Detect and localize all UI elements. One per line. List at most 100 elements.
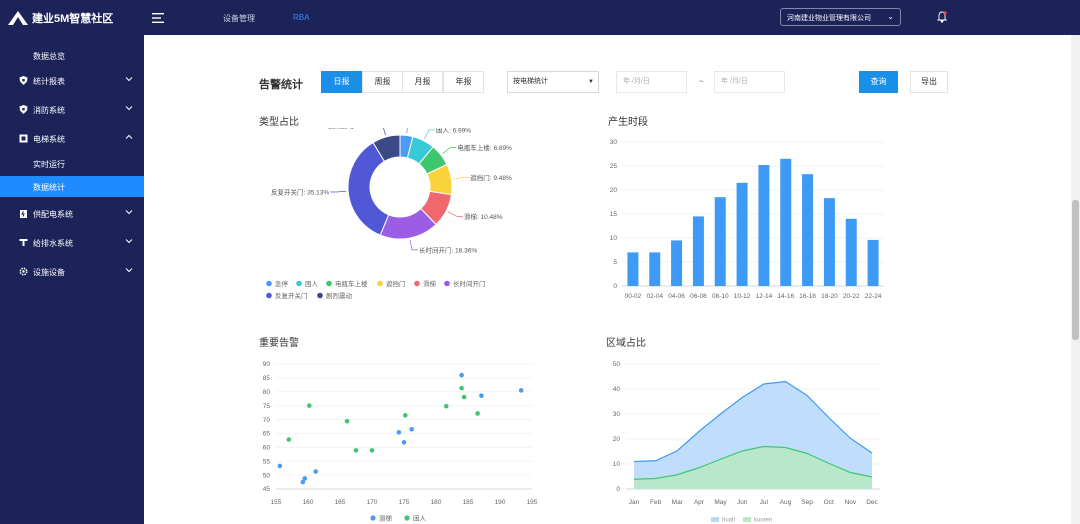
y-tick-label: 55 [263,458,271,465]
sidebar-item-label: 电梯系统 [33,135,65,144]
x-tick-label: 20-22 [843,293,860,300]
x-tick-label: Apr [694,499,705,506]
scatter-point [300,479,306,485]
app-title: 建业5M智慧社区 [32,13,114,25]
legend-label: 反复开关门 [275,291,308,300]
y-tick-label: 40 [613,386,621,393]
bar [823,198,835,286]
scatter-point [369,448,375,453]
x-tick-label: Aug [780,499,792,506]
x-tick-label: 06-08 [690,293,707,300]
chevron-down-icon [125,106,133,111]
shield-icon [19,76,28,85]
scatter-point [277,463,283,469]
sidebar-item-label: 给排水系统 [33,239,73,248]
scatter-point [401,440,407,445]
slice-label: 困人: 6.99% [436,128,471,134]
x-tick-label: 12-14 [756,293,773,300]
area-chart-title: 区域占比 [606,338,646,349]
bell-icon[interactable] [937,11,947,23]
legend-label: 困人 [305,280,319,288]
gear-icon [19,267,28,276]
scatter-point [409,426,414,432]
y-tick-label: 20 [610,187,618,194]
scatter-point [286,437,292,442]
chevron-down-icon [125,210,133,215]
legend-marker [266,280,272,287]
x-tick-label: 180 [431,499,442,506]
logo-mark-icon [8,11,28,25]
sidebar-item-label: 设施设备 [33,268,65,277]
y-tick-label: 20 [613,436,621,443]
legend-label: 遮挡门 [386,279,406,288]
sidebar-subitem-statistics[interactable]: 数据统计 [0,176,144,197]
tab-yearly[interactable]: 年报 [443,71,484,93]
chevron-down-icon: ⌄ [887,12,894,21]
area-fill [634,446,872,489]
topnav-device-mgmt[interactable]: 设备管理 [223,14,255,23]
slice-label-leader [409,239,418,251]
bar [845,218,857,286]
company-select[interactable]: 河南建业物业管理有限公司 ⌄ [780,8,901,26]
app-logo[interactable]: 建业5M智慧社区 [8,10,113,26]
sidebar-item-label: 消防系统 [33,106,65,115]
sidebar-item-label: 供配电系统 [33,210,73,219]
legend-label: 电瓶车上楼 [335,279,368,288]
slice-label: 反复开关门: 35.13% [271,188,329,197]
donut-slice [372,134,401,163]
legend-marker [711,517,719,522]
shield-icon [19,105,28,114]
x-tick-label: 00-02 [625,293,642,300]
legend-marker [414,280,420,287]
legend-marker [444,280,450,287]
area-line [633,445,873,480]
export-button[interactable]: 导出 [910,71,948,93]
legend-marker [266,292,272,299]
x-tick-label: 165 [335,499,346,506]
y-tick-label: 85 [263,375,271,382]
query-button[interactable]: 查询 [859,71,898,93]
x-tick-label: Feb [650,499,662,506]
tab-monthly[interactable]: 月报 [402,71,443,93]
scrollbar-thumb[interactable] [1072,200,1079,340]
y-tick-label: 60 [263,445,271,452]
sidebar-item-label: 数据总览 [33,52,65,61]
legend-label: 剧烈震动 [326,291,353,300]
legend-label: 困人 [413,515,427,523]
x-tick-label: 170 [367,499,378,506]
area-ratio-area-chart: 0 10 20 30 40 50 Jan Feb Mar Apr May Jun Jul Aug Sep Oc… [613,361,880,524]
bar [649,252,661,286]
x-tick-label: 185 [463,499,474,506]
scatter-point [306,403,312,408]
menu-toggle-icon[interactable] [152,13,164,23]
legend-label: 滑梯 [423,279,437,288]
tab-weekly[interactable]: 周报 [362,71,403,93]
bar [867,239,879,286]
x-tick-label: 155 [271,499,282,506]
y-tick-label: 65 [263,431,271,438]
topnav-rba[interactable]: RBA [293,13,310,22]
scatter-point [475,411,480,416]
water-icon [19,239,28,246]
tab-daily[interactable]: 日报 [321,71,362,93]
x-tick-label: 08-10 [712,293,729,300]
x-tick-label: Jul [760,499,769,506]
legend-label: 滑梯 [379,514,393,523]
x-tick-label: Oct [824,499,834,506]
date-end-input[interactable]: 年 /月/日 [714,71,785,93]
legend-label: kunren [754,518,772,524]
slice-label: 滑梯: 10.48% [464,212,503,221]
stat-mode-select[interactable]: 按电梯统计 ▼ [507,71,599,93]
chevron-down-icon [125,268,133,273]
sidebar-subitem-label: 实时运行 [33,160,65,169]
x-tick-label: Sep [801,499,813,506]
slice-label-leader [453,177,470,180]
sidebar: 数据总览 统计报表 消防系统 电梯系统 实时运行 数据统计 供配电系统 [0,35,144,524]
date-range-separator: ~ [699,77,704,86]
y-tick-label: 30 [613,411,621,418]
date-start-input[interactable]: 年 /月/日 [616,71,687,93]
legend-marker [370,515,376,521]
legend-label: huati [722,518,735,524]
chevron-down-icon [125,77,133,82]
x-tick-label: Nov [845,499,857,506]
